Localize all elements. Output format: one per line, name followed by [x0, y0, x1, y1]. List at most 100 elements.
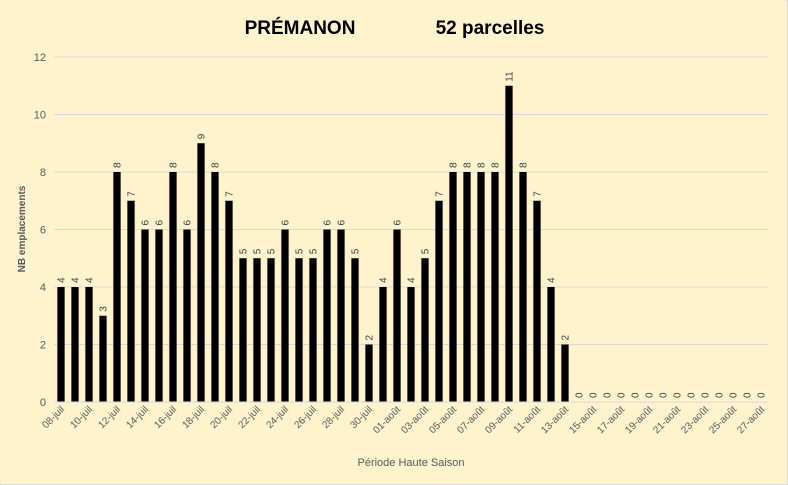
chart-title: PRÉMANON: [245, 17, 356, 39]
data-label: 5: [253, 248, 264, 254]
bar: [561, 344, 569, 402]
bar: [505, 85, 513, 402]
data-label: 5: [295, 248, 306, 254]
chart-subtitle: 52 parcelles: [436, 18, 545, 39]
y-tick-label: 4: [40, 282, 46, 294]
data-label: 5: [309, 248, 320, 254]
data-label: 0: [757, 392, 768, 398]
data-label: 6: [281, 220, 292, 226]
data-label: 11: [505, 71, 516, 82]
data-label: 5: [267, 248, 278, 254]
bar: [323, 229, 331, 402]
data-label: 4: [71, 277, 82, 283]
data-label: 5: [351, 248, 362, 254]
bar: [407, 287, 415, 402]
bar: [85, 287, 93, 402]
bar: [477, 172, 485, 402]
y-axis-title: NB emplacements: [17, 185, 28, 272]
data-label: 6: [183, 220, 194, 226]
data-label: 8: [477, 162, 488, 168]
bar: [379, 287, 387, 402]
bar: [435, 200, 443, 402]
bar: [337, 229, 345, 402]
bar: [449, 172, 457, 402]
data-label: 0: [701, 392, 712, 398]
y-tick-label: 6: [40, 225, 46, 237]
data-label: 4: [85, 277, 96, 283]
data-label: 7: [225, 191, 236, 197]
bar: [463, 172, 471, 402]
data-label: 0: [617, 392, 628, 398]
data-label: 7: [435, 191, 446, 197]
y-tick-label: 8: [40, 167, 46, 179]
bars: [57, 85, 569, 402]
data-label: 0: [589, 392, 600, 398]
y-tick-label: 0: [40, 397, 46, 409]
bar: [155, 229, 163, 402]
bar: [281, 229, 289, 402]
data-label: 8: [491, 162, 502, 168]
bar: [197, 143, 205, 402]
bar: [253, 258, 261, 402]
bar: [57, 287, 65, 402]
bar: [267, 258, 275, 402]
bar: [309, 258, 317, 402]
bar: [547, 287, 555, 402]
y-axis-ticks: 0 2 4 6 8 10 12: [34, 52, 46, 409]
bar: [71, 287, 79, 402]
data-label: 8: [519, 162, 530, 168]
data-label: 0: [729, 392, 740, 398]
data-label: 4: [57, 277, 68, 283]
data-label: 5: [239, 248, 250, 254]
bar: [99, 315, 107, 402]
data-label: 0: [715, 392, 726, 398]
bar: [533, 200, 541, 402]
data-label: 8: [211, 162, 222, 168]
data-label: 7: [533, 191, 544, 197]
data-label: 0: [743, 392, 754, 398]
bar: [211, 172, 219, 402]
y-tick-label: 2: [40, 340, 46, 352]
data-label: 0: [603, 392, 614, 398]
data-label: 0: [575, 392, 586, 398]
x-axis-title: Période Haute Saison: [357, 457, 464, 469]
data-label: 9: [197, 133, 208, 139]
bar: [519, 172, 527, 402]
data-label: 7: [127, 191, 138, 197]
data-label: 4: [379, 277, 390, 283]
bar: [351, 258, 359, 402]
bar: [421, 258, 429, 402]
data-label: 6: [155, 220, 166, 226]
bar: [365, 344, 373, 402]
data-label: 0: [631, 392, 642, 398]
bar: [183, 229, 191, 402]
data-label: 3: [99, 306, 110, 312]
data-label: 8: [449, 162, 460, 168]
bar: [393, 229, 401, 402]
data-label: 6: [337, 220, 348, 226]
data-label: 8: [113, 162, 124, 168]
data-label: 2: [561, 335, 572, 341]
data-label: 6: [141, 220, 152, 226]
bar: [239, 258, 247, 402]
bar: [113, 172, 121, 402]
data-label: 0: [673, 392, 684, 398]
data-label: 6: [323, 220, 334, 226]
data-label: 8: [463, 162, 474, 168]
bar: [169, 172, 177, 402]
bar: [225, 200, 233, 402]
data-label: 5: [421, 248, 432, 254]
data-label: 2: [365, 335, 376, 341]
data-label: 0: [659, 392, 670, 398]
data-label: 0: [687, 392, 698, 398]
data-label: 6: [393, 220, 404, 226]
data-label: 0: [645, 392, 656, 398]
bar: [295, 258, 303, 402]
bar: [127, 200, 135, 402]
y-tick-label: 12: [34, 52, 46, 64]
bar: [141, 229, 149, 402]
y-tick-label: 10: [34, 110, 46, 122]
data-label: 4: [407, 277, 418, 283]
